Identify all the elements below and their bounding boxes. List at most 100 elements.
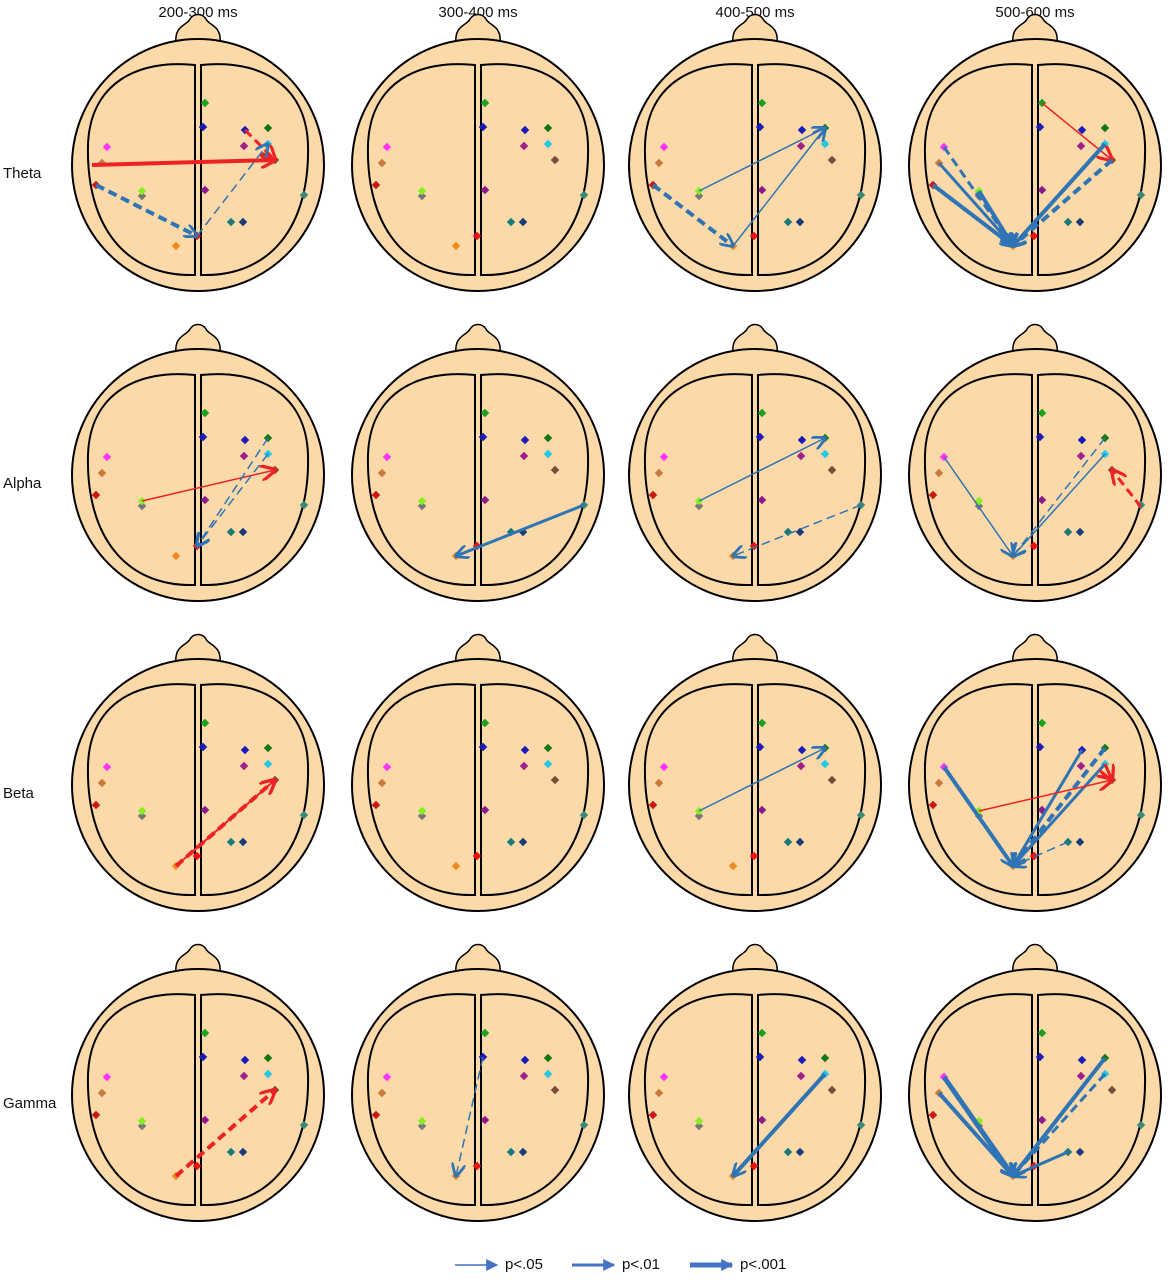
- row-label: Theta: [3, 165, 42, 182]
- scalp: [628, 968, 882, 1222]
- left-hemisphere: [923, 993, 1033, 1207]
- connection-arrow: [197, 437, 269, 546]
- connection-arrow: [698, 438, 825, 502]
- right-hemisphere: [200, 683, 310, 897]
- scalp: [71, 348, 325, 602]
- column-header: 300-400 ms: [438, 4, 517, 21]
- electrode: [480, 495, 490, 505]
- electrode: [377, 468, 387, 478]
- nose: [455, 633, 501, 664]
- scalp: [71, 38, 325, 292]
- nose: [1012, 943, 1058, 974]
- nose: [455, 323, 501, 354]
- right-hemisphere: [757, 683, 867, 897]
- connection-arrow: [1013, 1150, 1069, 1176]
- electrode: [478, 122, 488, 132]
- left-hemisphere: [366, 683, 476, 897]
- connection-arrow: [937, 1091, 1013, 1176]
- scalp: [908, 968, 1162, 1222]
- legend-label: p<.05: [505, 1256, 543, 1273]
- connection-arrow: [1013, 437, 1106, 556]
- connection-arrow: [1013, 762, 1107, 866]
- electrode: [480, 98, 490, 108]
- right-hemisphere: [1037, 373, 1147, 587]
- nose: [175, 943, 221, 974]
- nose: [732, 943, 778, 974]
- electrode: [382, 142, 392, 152]
- nose: [455, 13, 501, 44]
- row-label: Beta: [3, 785, 35, 802]
- electrode: [198, 432, 208, 442]
- connection-arrow: [456, 503, 585, 556]
- scalp: [351, 658, 605, 912]
- nose: [1012, 323, 1058, 354]
- column-header: 200-300 ms: [158, 4, 237, 21]
- connection-arrow: [1013, 142, 1107, 246]
- nose: [175, 633, 221, 664]
- electrode: [200, 495, 210, 505]
- electrode: [478, 432, 488, 442]
- right-hemisphere: [1037, 683, 1147, 897]
- scalp: [628, 38, 882, 292]
- left-hemisphere: [366, 63, 476, 277]
- connection-arrow: [733, 1072, 827, 1176]
- head: [71, 323, 325, 602]
- connection-arrow: [733, 504, 862, 556]
- right-hemisphere: [480, 63, 590, 277]
- left-hemisphere: [86, 993, 196, 1207]
- electrode: [137, 501, 147, 511]
- head: [908, 633, 1162, 912]
- left-hemisphere: [923, 683, 1033, 897]
- connection-arrow: [942, 765, 1013, 866]
- row-label: Alpha: [3, 475, 42, 492]
- connection-arrow: [91, 160, 275, 165]
- scalp: [628, 348, 882, 602]
- left-hemisphere: [86, 683, 196, 897]
- nose: [1012, 633, 1058, 664]
- scalp: [908, 38, 1162, 292]
- connection-arrow: [1013, 453, 1106, 556]
- right-hemisphere: [480, 373, 590, 587]
- nose: [175, 323, 221, 354]
- electrode: [417, 496, 427, 506]
- connection-arrow: [941, 1075, 1013, 1176]
- right-hemisphere: [1037, 63, 1147, 277]
- head: [628, 943, 882, 1222]
- electrode: [239, 451, 249, 461]
- head: [908, 13, 1162, 292]
- electrode: [480, 185, 490, 195]
- column-header: 500-600 ms: [995, 4, 1074, 21]
- electrode: [417, 191, 427, 201]
- connection-arrow: [197, 453, 269, 546]
- head: [628, 633, 882, 912]
- electrode: [480, 408, 490, 418]
- electrode: [91, 490, 101, 500]
- scalp: [351, 968, 605, 1222]
- nose: [732, 633, 778, 664]
- connection-arrow: [95, 183, 197, 236]
- connection-arrow: [1013, 841, 1069, 866]
- right-hemisphere: [200, 63, 310, 277]
- right-hemisphere: [200, 993, 310, 1207]
- connection-arrow: [943, 456, 1013, 556]
- right-hemisphere: [757, 373, 867, 587]
- connection-arrow: [1013, 158, 1114, 246]
- electrode: [371, 490, 381, 500]
- left-hemisphere: [923, 373, 1033, 587]
- nose: [1012, 13, 1058, 44]
- scalp: [71, 658, 325, 912]
- left-hemisphere: [923, 63, 1033, 277]
- scalp: [351, 348, 605, 602]
- right-hemisphere: [757, 63, 867, 277]
- nose: [455, 943, 501, 974]
- electrode: [299, 190, 309, 200]
- nose: [732, 323, 778, 354]
- connection-arrow: [196, 144, 268, 237]
- electrode: [472, 231, 482, 241]
- left-hemisphere: [86, 63, 196, 277]
- scalp: [71, 968, 325, 1222]
- electrode: [417, 501, 427, 511]
- connection-arrow: [175, 780, 275, 867]
- head: [351, 943, 605, 1222]
- legend-label: p<.01: [622, 1256, 660, 1273]
